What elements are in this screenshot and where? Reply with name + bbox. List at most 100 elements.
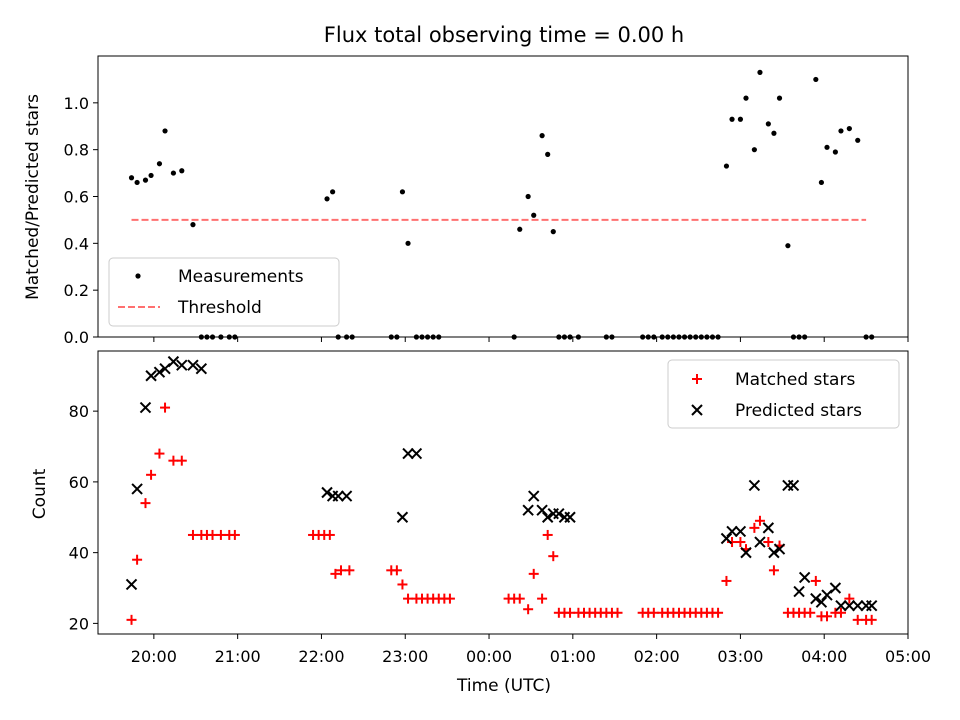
matched-star-point	[140, 498, 151, 509]
measurement-point	[162, 128, 168, 134]
measurement-point	[330, 189, 336, 195]
matched-star-point	[391, 565, 402, 576]
measurement-point	[709, 334, 716, 340]
measurement-point	[405, 240, 411, 246]
top-legend-box	[108, 257, 340, 327]
predicted-star-point	[815, 596, 828, 608]
matched-star-point	[126, 614, 137, 625]
matched-star-point	[397, 579, 408, 590]
predicted-star-point	[125, 578, 138, 591]
measurement-point	[651, 334, 657, 340]
measurement-point	[824, 144, 830, 150]
predicted-star-d2	[528, 490, 540, 502]
legend-measurements-label: Measurements	[178, 267, 304, 287]
bottom-y-tick-label: 20	[69, 614, 89, 633]
bottom-y-axis-label: Count	[30, 468, 50, 519]
predicted-star-d2	[402, 447, 414, 460]
measurement-point	[419, 334, 425, 340]
x-tick-label: 00:00	[466, 647, 512, 666]
predicted-star-point	[835, 599, 847, 612]
measurement-point	[670, 334, 676, 340]
predicted-star-d2	[139, 401, 152, 414]
x-tick-label: 02:00	[634, 647, 680, 666]
predicted-star-point	[195, 362, 208, 375]
bottom-axes-frame	[97, 350, 909, 635]
top-y-tick-label: 0.8	[64, 141, 89, 160]
predicted-star-point	[762, 522, 775, 534]
measurement-point	[802, 334, 808, 340]
measurement-point	[517, 226, 523, 232]
measurement-point	[698, 334, 704, 340]
matched-star-point	[565, 607, 576, 618]
predicted-star-d2	[815, 596, 828, 608]
predicted-star-d2	[125, 578, 138, 591]
measurement-point	[855, 137, 861, 143]
measurement-point	[832, 149, 838, 155]
measurement-point	[204, 334, 210, 340]
matched-star-point	[523, 604, 534, 615]
predicted-star-d2	[553, 508, 565, 520]
legend-predicted-d2	[691, 404, 703, 416]
predicted-star-d2	[340, 490, 353, 502]
predicted-star-point	[410, 447, 423, 460]
top-y-tick-label: 0.4	[64, 234, 89, 253]
matched-star-point	[805, 607, 816, 618]
predicted-star-point	[564, 511, 576, 523]
measurement-point	[511, 334, 517, 340]
top-y-tick-label: 0.2	[64, 281, 89, 300]
measurement-point	[198, 334, 204, 340]
predicted-star-point	[734, 525, 747, 538]
measurement-point	[751, 147, 757, 153]
matched-star-point	[866, 614, 877, 625]
predicted-star-point	[768, 546, 780, 559]
measurement-point	[190, 222, 196, 228]
matched-star-point	[835, 607, 846, 618]
measurement-point	[226, 334, 232, 340]
measurement-point	[665, 334, 671, 340]
predicted-star-d2	[332, 490, 344, 502]
predicted-star-d2	[187, 359, 199, 371]
matched-star-point	[754, 515, 765, 526]
bottom-y-tick-label: 60	[69, 473, 89, 492]
measurement-point	[148, 172, 154, 179]
predicted-star-point	[843, 599, 856, 612]
matched-star-point	[713, 607, 724, 618]
measurement-point	[813, 76, 819, 83]
predicted-star-d2	[167, 355, 180, 368]
matched-star-point	[444, 593, 455, 604]
x-axis-label: Time (UTC)	[456, 676, 551, 696]
predicted-star-d2	[396, 511, 409, 523]
predicted-star-d2	[145, 370, 157, 382]
measurement-point	[838, 128, 844, 134]
matched-star-point	[810, 575, 821, 586]
matched-star-point	[168, 455, 179, 466]
matched-star-point	[763, 537, 774, 548]
legend-predicted-label: Predicted stars	[735, 401, 862, 421]
predicted-star-point	[541, 511, 554, 523]
predicted-star-point	[829, 582, 842, 594]
bottom-y-tick-label: 40	[69, 544, 89, 563]
predicted-star-point	[153, 366, 166, 378]
top-y-tick-label: 0.0	[64, 328, 89, 347]
predicted-star-d2	[810, 592, 822, 605]
matched-star-point	[229, 529, 240, 540]
measurement-point	[394, 334, 400, 340]
predicted-star-point	[402, 447, 414, 460]
predicted-star-point	[139, 401, 152, 414]
predicted-star-point	[167, 355, 180, 368]
predicted-star-d2	[773, 543, 786, 555]
predicted-star-point	[332, 490, 344, 502]
measurement-point	[128, 175, 135, 181]
measurement-point	[737, 116, 744, 122]
measurement-point	[771, 130, 777, 136]
figure-title: Flux total observing time = 0.00 h	[324, 23, 684, 47]
measurement-point	[349, 334, 355, 340]
matched-star-point	[749, 522, 760, 533]
measurement-point	[545, 151, 551, 157]
measurement-point	[640, 334, 646, 340]
predicted-star-point	[528, 490, 540, 502]
measurement-point	[430, 334, 436, 340]
measurement-point	[785, 243, 791, 249]
predicted-star-point	[852, 599, 864, 612]
matched-star-point	[336, 565, 346, 576]
